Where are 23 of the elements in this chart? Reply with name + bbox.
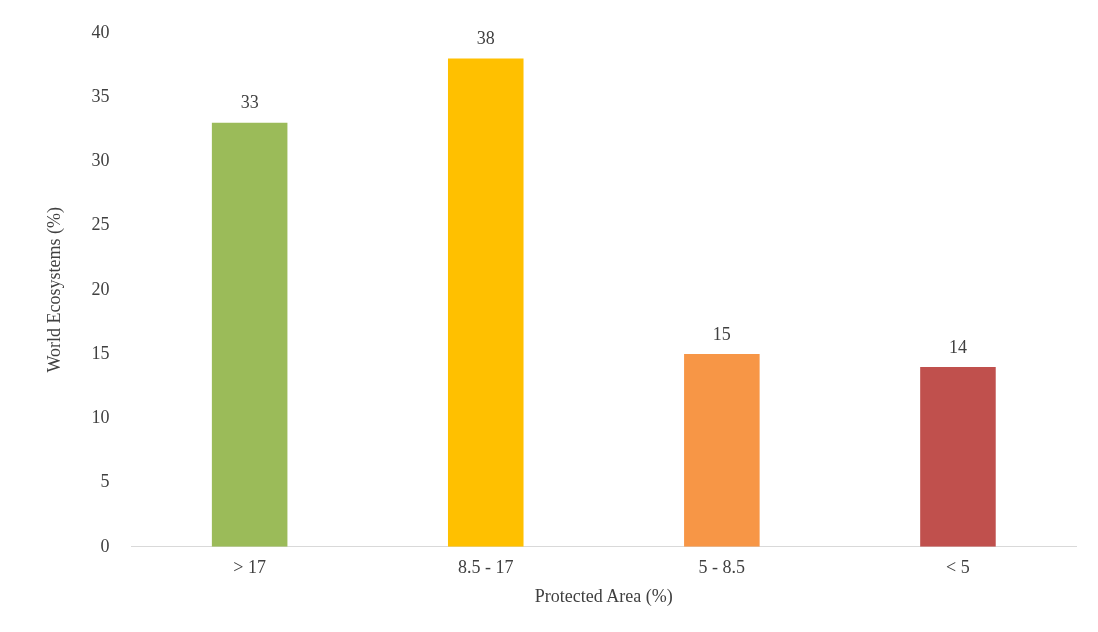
x-tick-label: 8.5 - 17: [458, 557, 514, 578]
y-tick-label: 15: [91, 342, 110, 363]
data-label: 15: [712, 323, 731, 344]
y-tick-label: 20: [91, 278, 110, 299]
y-tick-label: 10: [91, 407, 110, 428]
x-tick-label: < 5: [946, 557, 970, 578]
bar: [920, 366, 996, 547]
y-tick-label: 0: [100, 535, 110, 556]
y-axis-title: World Ecosystems (%): [43, 207, 65, 373]
data-label: 33: [240, 92, 259, 113]
x-axis-title: Protected Area (%): [534, 585, 673, 607]
bar: [684, 354, 760, 547]
y-tick-label: 30: [91, 150, 110, 171]
y-tick-label: 5: [100, 471, 110, 492]
x-tick-label: 5 - 8.5: [698, 557, 746, 578]
y-tick-label: 35: [91, 85, 110, 106]
data-label: 38: [476, 28, 495, 49]
bar: [447, 58, 524, 547]
data-label: 14: [948, 336, 967, 357]
y-tick-label: 40: [91, 21, 110, 42]
x-tick-label: > 17: [233, 557, 266, 578]
bar: [211, 122, 288, 547]
y-tick-label: 25: [91, 214, 110, 235]
